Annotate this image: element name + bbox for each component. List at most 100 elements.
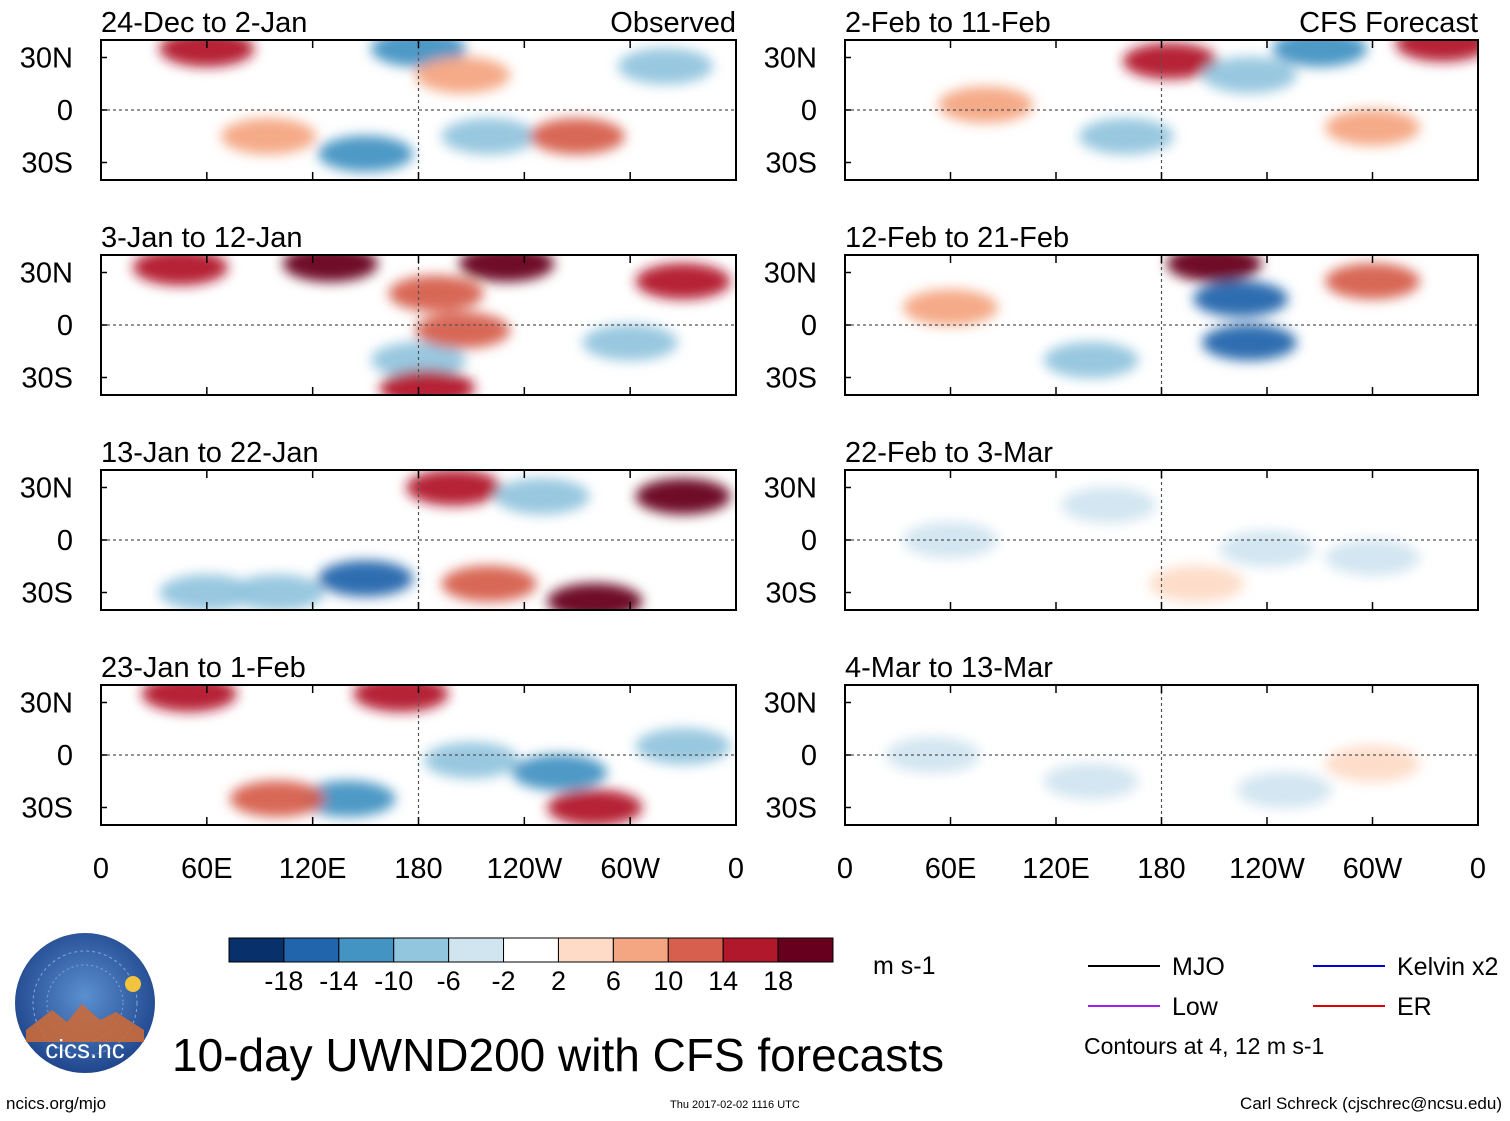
anomaly-blob <box>317 135 414 172</box>
x-tick-label: 120E <box>279 853 347 885</box>
colorbar-swatch <box>722 937 779 963</box>
legend-note: Contours at 4, 12 m s-1 <box>1084 1033 1324 1059</box>
panel-6: 12-Feb to 21-Feb 30N 0 30S <box>764 222 1479 396</box>
y-tick-label: 30S <box>21 363 73 395</box>
timestamp: Thu 2017-02-02 1116 UTC <box>670 1099 800 1111</box>
panel-2: 3-Jan to 12-Jan 30N 0 30S <box>20 222 737 396</box>
panel-title: 3-Jan to 12-Jan <box>101 222 303 254</box>
y-tick-label: 0 <box>801 95 817 127</box>
y-tick-label: 30S <box>21 148 73 180</box>
colorbar-tick-label: 18 <box>763 966 793 996</box>
anomaly-blob <box>132 255 228 286</box>
anomaly-blob <box>414 312 511 349</box>
colorbar-swatch <box>338 937 395 963</box>
colorbar-tick-label: 14 <box>708 966 738 996</box>
anomaly-blob <box>635 478 731 515</box>
panel-4: 23-Jan to 1-Feb 30N 0 30S 0 60E 120E 180 120W 60W… <box>20 652 744 885</box>
legend-label: MJO <box>1172 953 1225 981</box>
colorbar-tick-label: -2 <box>492 966 516 996</box>
y-tick-label: 0 <box>57 740 73 772</box>
panel-group-label: Observed <box>610 7 736 39</box>
anomaly-blob <box>511 754 608 791</box>
anomaly-blob <box>1078 118 1174 155</box>
colorbar-tick-label: 2 <box>551 966 566 996</box>
panel-title: 22-Feb to 3-Mar <box>845 437 1053 469</box>
legend-label: Kelvin x2 <box>1397 953 1498 981</box>
anomaly-field <box>903 255 1420 379</box>
legend-label: Low <box>1172 993 1219 1021</box>
anomaly-blob <box>388 275 484 312</box>
anomaly-blob <box>1149 565 1245 602</box>
x-tick-label: 0 <box>837 853 853 885</box>
anomaly-blob <box>1043 341 1139 379</box>
anomaly-blob <box>300 780 396 817</box>
anomaly-blob <box>547 583 643 610</box>
anomaly-blob <box>1166 255 1262 282</box>
y-tick-label: 30N <box>20 43 73 75</box>
contour-legend: MJO Kelvin x2 Low ER Contours at 4, 12 m s-1 <box>1084 953 1498 1059</box>
y-tick-label: 0 <box>57 525 73 557</box>
y-tick-label: 30N <box>20 688 73 720</box>
anomaly-blob <box>494 478 590 515</box>
anomaly-blob <box>885 736 981 774</box>
panel-title: 24-Dec to 2-Jan <box>101 7 307 39</box>
anomaly-field <box>885 736 1420 809</box>
x-tick-label: 180 <box>394 853 442 885</box>
anomaly-blob <box>938 86 1034 123</box>
panel-5: 2-Feb to 11-Feb CFS Forecast 30N 0 30S <box>764 7 1479 181</box>
anomaly-blob <box>1061 486 1157 524</box>
cics-logo: cics.nc <box>12 930 158 1076</box>
anomaly-blob <box>423 742 520 779</box>
x-tick-label: 60E <box>181 853 233 885</box>
anomaly-blob <box>1395 40 1478 62</box>
anomaly-blob <box>159 574 255 610</box>
y-tick-label: 0 <box>57 310 73 342</box>
panel-7: 22-Feb to 3-Mar 30N 0 30S <box>764 437 1479 611</box>
anomaly-blob <box>635 263 731 300</box>
panel-title: 2-Feb to 11-Feb <box>845 7 1051 39</box>
y-tick-label: 30S <box>765 363 817 395</box>
anomaly-field <box>159 470 731 610</box>
anomaly-blob <box>582 324 678 361</box>
anomaly-blob <box>903 521 998 559</box>
anomaly-blob <box>529 118 625 155</box>
anomaly-blob <box>1201 56 1297 94</box>
logo-short-text: cics.nc <box>45 1034 124 1064</box>
colorbar: -18 -14 -10 -6 -2 2 6 10 14 18 m s-1 <box>228 937 936 996</box>
anomaly-field <box>132 255 731 395</box>
colorbar-swatch <box>228 937 285 963</box>
y-tick-label: 30N <box>20 473 73 505</box>
x-tick-label: 60W <box>1343 853 1403 885</box>
y-tick-label: 30N <box>764 258 817 290</box>
x-tick-label: 0 <box>728 853 744 885</box>
colorbar-swatch <box>612 937 669 963</box>
y-tick-label: 30S <box>765 148 817 180</box>
x-tick-label: 120W <box>486 853 562 885</box>
anomaly-blob <box>159 40 255 67</box>
panel-title: 13-Jan to 22-Jan <box>101 437 319 469</box>
anomaly-blob <box>414 56 511 94</box>
colorbar-swatch <box>503 937 559 963</box>
colorbar-tick-label: -18 <box>264 966 303 996</box>
y-tick-label: 30N <box>764 473 817 505</box>
panel-1: 24-Dec to 2-Jan Observed 30N 0 30S <box>20 7 737 181</box>
anomaly-blob <box>441 118 537 155</box>
anomaly-blob <box>1219 530 1315 567</box>
footer-link[interactable]: ncics.org/mjo <box>6 1094 107 1113</box>
anomaly-blob <box>282 255 378 282</box>
panel-3: 13-Jan to 22-Jan 30N 0 30S <box>20 437 737 611</box>
colorbar-tick-label: 10 <box>653 966 683 996</box>
colorbar-tick-label: 6 <box>606 966 621 996</box>
y-tick-label: 30N <box>764 688 817 720</box>
x-tick-label: 120E <box>1022 853 1090 885</box>
anomaly-blob <box>229 780 326 817</box>
anomaly-blob <box>1122 42 1218 80</box>
anomaly-blob <box>547 789 643 825</box>
y-tick-label: 30S <box>765 578 817 610</box>
anomaly-blob <box>1193 280 1289 317</box>
anomaly-blob <box>1325 745 1420 782</box>
colorbar-swatch <box>393 937 450 963</box>
colorbar-units: m s-1 <box>873 952 936 980</box>
anomaly-blob <box>406 470 502 506</box>
